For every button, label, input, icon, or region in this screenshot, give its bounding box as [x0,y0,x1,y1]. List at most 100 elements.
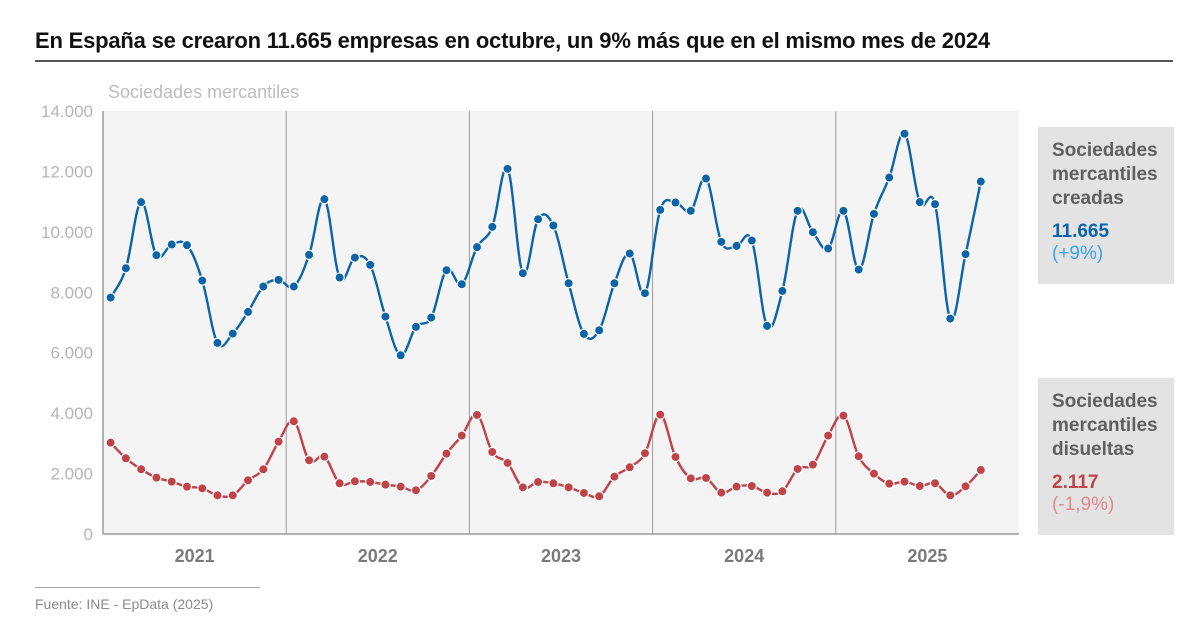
data-point [242,475,254,486]
data-point [975,176,987,187]
data-point [899,476,910,487]
y-tick-label: 4.000 [50,404,93,423]
data-point [716,487,727,498]
axes [102,111,1019,535]
data-point [563,482,574,493]
data-point [426,470,437,482]
data-point [624,462,635,473]
data-point [334,272,345,283]
data-point [426,312,437,323]
data-point [288,416,300,427]
data-point [655,409,666,420]
x-tick-label: 2022 [358,546,398,566]
data-point [212,337,223,349]
y-tick-label: 14.000 [41,102,93,121]
data-point [364,476,376,488]
data-point [395,481,406,492]
data-point [105,292,116,303]
data-point [197,483,208,494]
legend-dissolved-value: 2.117 [1052,472,1099,493]
data-point [487,221,498,233]
data-point [181,239,193,251]
data-point [441,264,452,276]
data-point [593,491,605,502]
data-point [777,285,788,297]
data-point [471,409,483,421]
data-point [456,278,467,290]
data-point [471,241,483,253]
data-point [914,480,925,492]
data-point [319,451,330,462]
data-point [517,482,529,493]
data-point [349,252,361,263]
data-point [807,459,819,470]
data-point [212,490,223,501]
data-point [960,248,971,260]
data-point [822,243,834,254]
data-point [624,248,635,259]
data-point [487,446,498,458]
data-point [685,205,696,217]
data-point [868,208,880,220]
data-point [884,478,895,489]
year-dividers [285,111,837,534]
data-point [273,274,284,286]
data-point [700,472,712,484]
data-point [838,410,849,421]
y-tick-label: 0 [84,525,93,544]
legend-created-value: 11.665 [1052,221,1110,242]
data-point [395,350,406,361]
data-point [151,472,162,483]
x-tick-label: 2024 [724,546,764,566]
data-point [410,485,422,496]
data-point [410,321,422,333]
data-point [166,239,177,250]
data-point [868,468,880,479]
data-point [716,236,727,248]
series-dissolved [105,409,987,502]
data-point [639,288,651,299]
series-layer [105,128,987,502]
data-point [792,463,803,475]
data-point [670,197,681,208]
legend-dissolved-label: Sociedades mercantiles disueltas [1052,391,1158,460]
data-point [380,311,391,322]
data-point [258,464,269,475]
data-point [502,457,513,469]
data-point [532,476,544,488]
data-point [135,464,147,475]
data-point [853,451,864,462]
data-point [945,490,956,501]
data-point [884,172,895,183]
data-point [761,320,773,332]
data-point [548,478,559,489]
source-note: Fuente: INE - EpData (2025) [35,596,214,612]
data-point [227,328,238,339]
y-axis-ticks: 0 2.000 4.000 6.000 8.000 10.000 12.000 14.000 [41,102,93,544]
legend-created-change: (+9%) [1052,243,1104,264]
data-point [609,471,620,482]
data-point [380,479,391,490]
data-point [853,264,864,275]
legend-created: Sociedades mercantiles creadas 11.665 (+… [1038,127,1174,284]
data-point [914,196,925,208]
data-point [563,278,574,289]
data-point [197,275,208,286]
data-point [242,306,254,318]
data-point [807,226,819,238]
y-tick-label: 2.000 [50,465,93,484]
data-point [746,235,758,246]
chart-subtitle: Sociedades mercantiles [108,82,300,102]
data-point [517,267,529,279]
data-point [456,430,467,441]
data-point [105,437,116,448]
legend-dissolved: Sociedades mercantiles disueltas 2.117 (… [1038,378,1174,535]
data-point [731,481,742,492]
series-created [105,128,987,361]
data-point [578,487,590,499]
y-tick-label: 6.000 [50,344,93,363]
data-point [792,205,803,217]
series-line [109,413,982,499]
data-point [960,481,971,492]
source-divider [35,587,260,588]
